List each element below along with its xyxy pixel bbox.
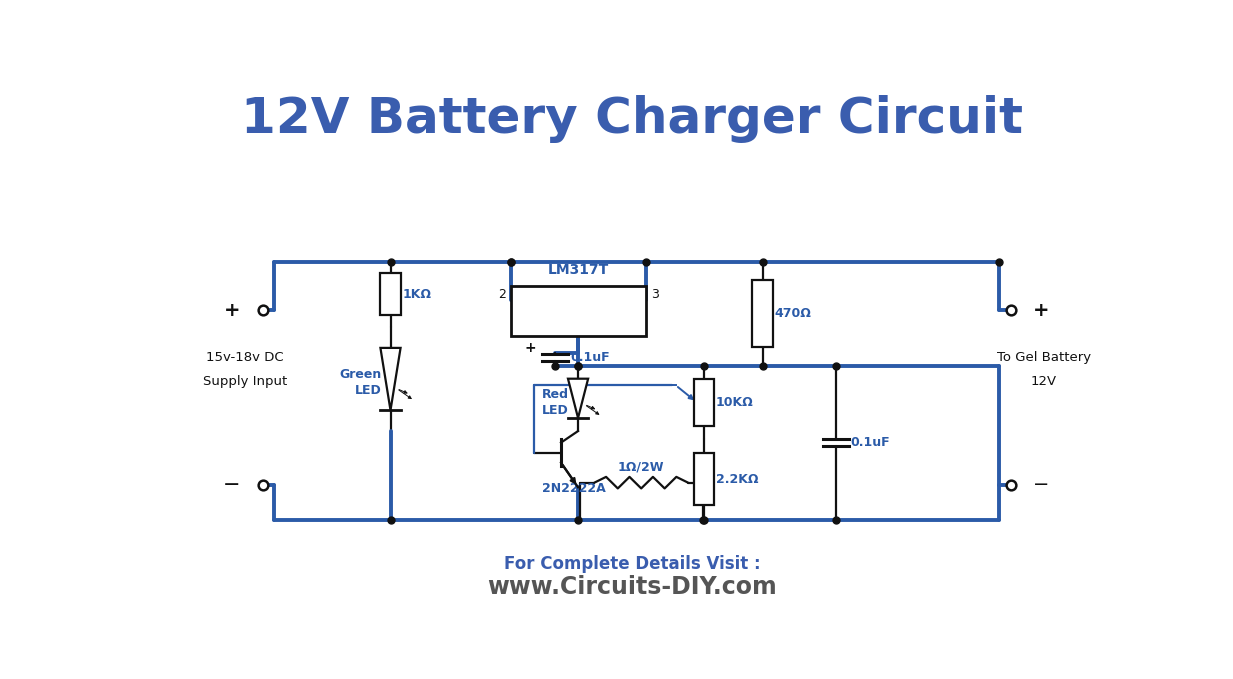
Bar xyxy=(694,379,714,426)
Text: 12V: 12V xyxy=(1031,375,1057,388)
Text: 2: 2 xyxy=(498,287,506,301)
Text: 0.1uF: 0.1uF xyxy=(571,351,610,364)
Text: ADJ: ADJ xyxy=(565,317,592,331)
Text: 10KΩ: 10KΩ xyxy=(716,396,753,409)
Bar xyxy=(752,280,773,347)
Text: OUT: OUT xyxy=(608,294,639,307)
Polygon shape xyxy=(568,379,588,418)
Bar xyxy=(510,287,646,336)
Text: 1Ω/2W: 1Ω/2W xyxy=(618,460,665,473)
Text: −: − xyxy=(1033,475,1049,494)
Text: 1KΩ: 1KΩ xyxy=(402,288,432,301)
Text: 2.2KΩ: 2.2KΩ xyxy=(716,473,758,485)
Bar xyxy=(694,454,714,505)
Text: IN: IN xyxy=(528,294,544,307)
Text: For Complete Details Visit :: For Complete Details Visit : xyxy=(503,555,761,573)
Text: 2N2222A: 2N2222A xyxy=(543,482,607,495)
Text: 470Ω: 470Ω xyxy=(774,307,811,320)
Text: +: + xyxy=(1033,301,1049,320)
Polygon shape xyxy=(381,348,401,410)
Text: To Gel Battery: To Gel Battery xyxy=(996,352,1091,365)
Text: +: + xyxy=(223,301,240,320)
Bar xyxy=(381,274,401,315)
Text: Supply Input: Supply Input xyxy=(202,375,287,388)
Text: −: − xyxy=(223,475,240,495)
Text: Green
LED: Green LED xyxy=(339,369,381,397)
Text: 3: 3 xyxy=(651,287,658,301)
Text: Red
LED: Red LED xyxy=(541,388,568,417)
Text: www.Circuits-DIY.com: www.Circuits-DIY.com xyxy=(487,575,777,600)
Text: +: + xyxy=(524,342,536,355)
Text: 12V Battery Charger Circuit: 12V Battery Charger Circuit xyxy=(240,95,1023,143)
Text: LM317T: LM317T xyxy=(547,263,609,277)
Text: 0.1uF: 0.1uF xyxy=(850,436,890,449)
Text: 15v-18v DC: 15v-18v DC xyxy=(206,352,284,365)
